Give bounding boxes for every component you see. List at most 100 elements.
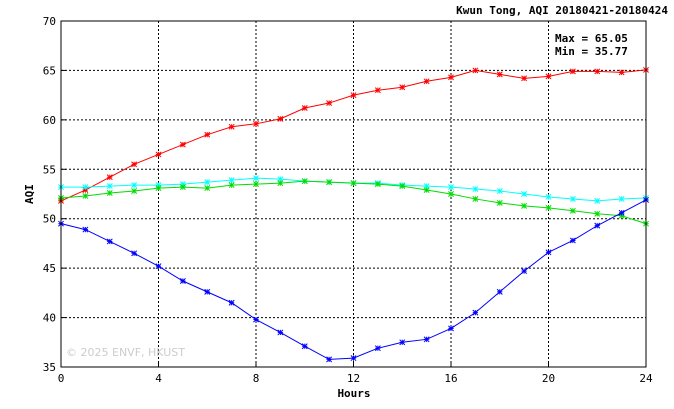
data-point (423, 336, 430, 343)
data-point (521, 202, 528, 209)
data-point (155, 185, 162, 192)
data-point (521, 191, 528, 197)
data-point (106, 238, 113, 245)
data-point (301, 178, 308, 185)
data-point (472, 195, 479, 202)
chart-title: Kwun Tong, AQI 20180421-20180424 (456, 4, 668, 17)
data-point (131, 182, 138, 189)
data-point (253, 175, 259, 182)
data-point (448, 325, 454, 332)
data-point (131, 250, 138, 257)
y-tick-label: 70 (43, 15, 56, 28)
data-point (253, 181, 259, 188)
data-point (423, 78, 430, 85)
series-layer (58, 66, 649, 363)
data-point (618, 209, 625, 216)
data-point (253, 316, 259, 323)
x-tick-label: 8 (253, 372, 260, 385)
data-point (179, 141, 186, 148)
tick-layer: 0 4 8 12 16 20 24 35 40 45 50 55 60 65 70 (43, 15, 653, 385)
data-point (350, 92, 357, 99)
data-point (545, 249, 552, 256)
data-point (448, 184, 454, 191)
data-point (496, 188, 503, 194)
data-point (545, 194, 552, 200)
data-point (448, 74, 454, 81)
y-tick-label: 65 (43, 64, 56, 77)
data-point (521, 268, 528, 275)
data-point (472, 67, 479, 74)
data-point (106, 183, 113, 190)
data-point (496, 288, 503, 295)
data-point (399, 339, 406, 346)
data-point (204, 288, 211, 295)
y-tick-label: 60 (43, 114, 56, 127)
data-point (179, 278, 186, 284)
data-point (618, 195, 625, 202)
data-point (155, 263, 162, 270)
data-point (399, 183, 406, 190)
data-point (496, 71, 503, 78)
data-point (82, 184, 89, 191)
y-tick-label: 50 (43, 213, 56, 226)
data-point (496, 199, 503, 206)
data-point (228, 177, 235, 184)
data-point (472, 309, 479, 316)
data-point (326, 100, 333, 107)
data-point (594, 197, 601, 204)
data-point (399, 84, 406, 91)
data-point (374, 87, 381, 94)
data-point (569, 195, 576, 202)
data-point (423, 187, 430, 193)
data-point (374, 181, 381, 188)
data-point (301, 343, 308, 350)
data-point (472, 186, 479, 193)
data-point (569, 237, 576, 244)
y-tick-label: 35 (43, 361, 56, 374)
x-tick-label: 16 (444, 372, 457, 385)
data-point (618, 69, 625, 76)
data-point (228, 182, 235, 189)
data-point (569, 207, 576, 214)
data-point (82, 193, 89, 199)
data-point (204, 131, 211, 138)
data-point (179, 184, 186, 191)
data-point (301, 105, 308, 111)
data-point (326, 356, 333, 363)
data-point (545, 73, 552, 80)
data-point (569, 68, 576, 75)
y-tick-label: 55 (43, 163, 56, 176)
data-point (106, 174, 113, 181)
data-point (594, 210, 601, 217)
x-axis-label: Hours (337, 387, 370, 400)
x-tick-label: 0 (58, 372, 65, 385)
data-point (594, 222, 601, 229)
data-point (594, 68, 601, 75)
data-point (350, 180, 357, 187)
data-point (277, 329, 284, 336)
data-point (521, 75, 528, 82)
data-point (106, 190, 113, 196)
y-tick-label: 40 (43, 312, 56, 325)
data-point (277, 115, 284, 122)
data-point (448, 191, 454, 197)
data-point (204, 179, 211, 186)
data-point (326, 179, 333, 186)
data-point (277, 180, 284, 187)
data-point (155, 151, 162, 158)
data-point (131, 188, 138, 194)
x-tick-label: 24 (639, 372, 653, 385)
watermark: © 2025 ENVF, HKUST (66, 346, 185, 359)
y-axis-label: AQI (23, 184, 36, 204)
x-tick-label: 12 (347, 372, 360, 385)
x-tick-label: 20 (542, 372, 555, 385)
data-point (374, 345, 381, 352)
data-point (253, 120, 259, 127)
series-line-4 (60, 199, 647, 360)
stat-max: Max = 65.05 (555, 32, 628, 45)
y-tick-label: 45 (43, 262, 56, 275)
grid (61, 21, 646, 367)
data-point (228, 123, 235, 130)
data-point (545, 204, 552, 211)
